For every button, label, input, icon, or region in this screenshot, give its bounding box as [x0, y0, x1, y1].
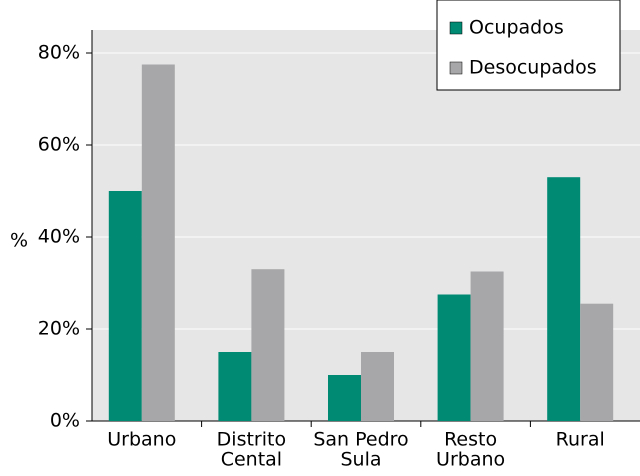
legend-label: Ocupados	[469, 17, 564, 39]
x-tick-label: Urbano	[436, 449, 505, 471]
x-tick-label: Sula	[340, 449, 381, 471]
bar	[580, 303, 614, 421]
x-tick-label: Resto	[444, 429, 497, 451]
y-tick-label: 60%	[38, 134, 80, 156]
legend-label: Desocupados	[469, 57, 597, 79]
x-tick-label: Rural	[556, 429, 605, 451]
x-tick-label: San Pedro	[313, 429, 408, 451]
bar	[437, 294, 471, 421]
bar	[547, 177, 581, 421]
x-tick-label: Cental	[221, 449, 282, 471]
x-tick-label: Distrito	[217, 429, 286, 451]
legend-box	[436, 0, 621, 91]
bar	[251, 269, 285, 421]
y-tick-label: 0%	[50, 410, 80, 432]
bar	[470, 271, 504, 421]
y-axis-label: %	[10, 230, 28, 252]
legend-swatch	[449, 21, 463, 35]
bar	[361, 352, 394, 421]
bar	[218, 352, 252, 421]
bar	[141, 64, 175, 421]
y-tick-label: 40%	[38, 226, 80, 248]
bar	[108, 191, 142, 421]
legend-swatch	[449, 61, 463, 75]
y-tick-label: 20%	[38, 318, 80, 340]
x-tick-label: Urbano	[107, 429, 176, 451]
bar	[328, 375, 361, 421]
y-tick-label: 80%	[38, 42, 80, 64]
